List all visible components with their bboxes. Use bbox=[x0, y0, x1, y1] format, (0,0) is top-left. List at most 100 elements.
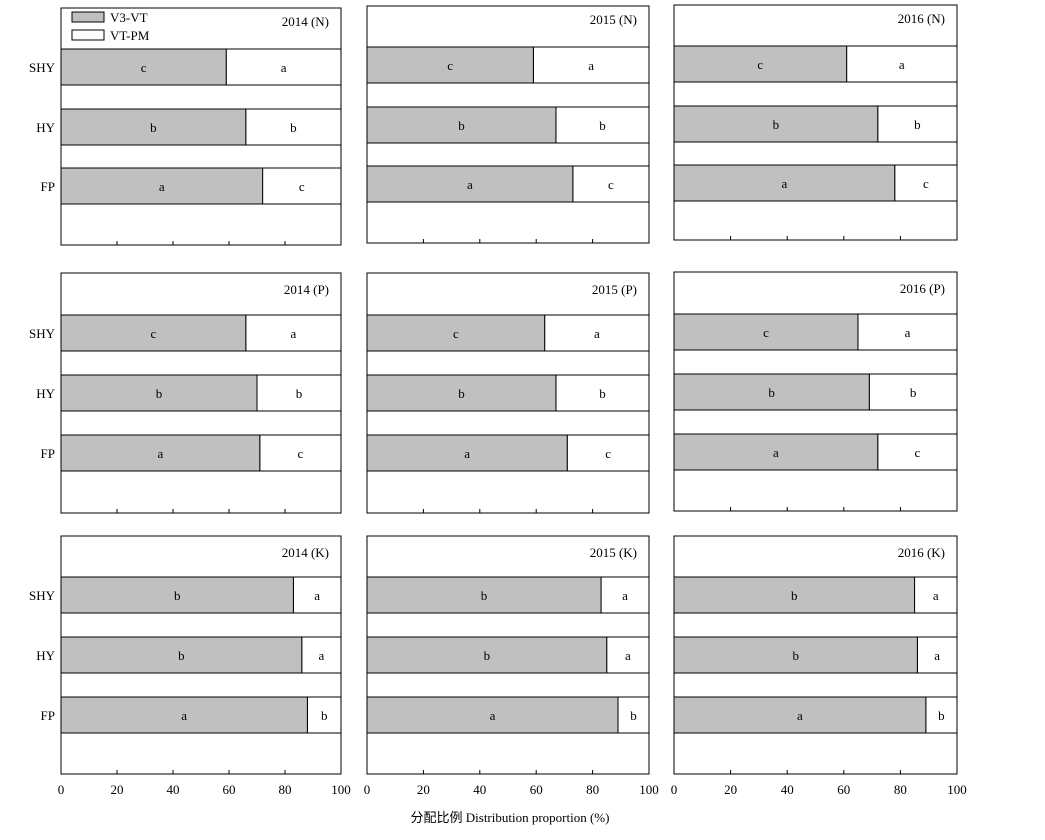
panel-2016-k: 2016 (K) b a b a a b 0 20 40 60 80 100 bbox=[671, 535, 967, 797]
panel-2016-n-letter-vt-pm-shy: a bbox=[899, 57, 905, 72]
panel-2014-k-letter-vt-pm-hy: a bbox=[319, 648, 325, 663]
panel-2015-n-letter-vt-pm-shy: a bbox=[588, 58, 594, 73]
panel-2015-n-letter-vt-pm-fp: c bbox=[608, 177, 614, 192]
panel-2015-n-title: 2015 (N) bbox=[590, 12, 637, 27]
panel-2014-n-bar-v3-vt-fp bbox=[60, 167, 264, 205]
legend-label-v3-vt: V3-VT bbox=[110, 10, 148, 25]
panel-2016-p-letter-vt-pm-hy: b bbox=[910, 385, 917, 400]
panel-2014-n-letter-v3-vt-fp: a bbox=[159, 179, 165, 194]
panel-2015-p-letter-v3-vt-shy: c bbox=[453, 326, 459, 341]
panel-2016-k-xtick-label-40: 40 bbox=[781, 782, 794, 797]
panel-2014-k-bar-v3-vt-shy bbox=[60, 576, 294, 614]
panel-2015-k-xtick-label-0: 0 bbox=[364, 782, 371, 797]
x-axis-label: 分配比例 Distribution proportion (%) bbox=[411, 810, 610, 825]
panel-2016-k-xtick-label-80: 80 bbox=[894, 782, 907, 797]
legend-label-vt-pm: VT-PM bbox=[110, 28, 150, 43]
panel-2015-k-letter-v3-vt-hy: b bbox=[484, 648, 491, 663]
panel-2015-n-letter-v3-vt-shy: c bbox=[447, 58, 453, 73]
panel-2014-k-xtick-label-100: 100 bbox=[331, 782, 351, 797]
panel-2016-k-xtick-label-0: 0 bbox=[671, 782, 678, 797]
panel-2016-k-letter-v3-vt-fp: a bbox=[797, 708, 803, 723]
panel-2016-n-letter-vt-pm-fp: c bbox=[923, 176, 929, 191]
panel-2014-n-bar-v3-vt-shy bbox=[60, 48, 227, 86]
panel-2016-n-bar-vt-pm-shy bbox=[846, 45, 958, 83]
panel-2014-k-title: 2014 (K) bbox=[282, 545, 329, 560]
panel-2016-n-bar-vt-pm-hy bbox=[877, 105, 958, 143]
category-label-fp-row-2: FP bbox=[41, 446, 55, 461]
panel-2016-n-letter-vt-pm-hy: b bbox=[914, 117, 921, 132]
panel-2014-p-bar-vt-pm-hy bbox=[256, 374, 342, 412]
panel-2016-k-letter-vt-pm-hy: a bbox=[934, 648, 940, 663]
panel-2015-n-bar-vt-pm-hy bbox=[555, 106, 650, 144]
panel-2015-p-letter-vt-pm-hy: b bbox=[599, 386, 606, 401]
panel-2015-p-letter-v3-vt-fp: a bbox=[464, 446, 470, 461]
panel-2014-p-letter-v3-vt-hy: b bbox=[156, 386, 163, 401]
panel-2016-n: 2016 (N) c a b b a c bbox=[673, 4, 958, 241]
panel-2015-k-xtick-label-20: 20 bbox=[417, 782, 430, 797]
panel-2014-n-letter-vt-pm-shy: a bbox=[281, 60, 287, 75]
category-label-shy-row-2: SHY bbox=[29, 326, 56, 341]
panel-2015-n: 2015 (N) c a b b a c bbox=[366, 5, 650, 244]
panel-2014-p-letter-vt-pm-fp: c bbox=[298, 446, 304, 461]
panel-2016-k-xtick-label-20: 20 bbox=[724, 782, 737, 797]
panel-2016-n-letter-v3-vt-fp: a bbox=[781, 176, 787, 191]
panel-2015-k-letter-vt-pm-shy: a bbox=[622, 588, 628, 603]
panel-2014-n-letter-v3-vt-shy: c bbox=[141, 60, 147, 75]
panel-2014-n-letter-v3-vt-hy: b bbox=[150, 120, 157, 135]
panel-2014-n-letter-vt-pm-hy: b bbox=[290, 120, 297, 135]
panel-2015-k-bar-v3-vt-fp bbox=[366, 696, 619, 734]
panel-2014-k-xtick-label-80: 80 bbox=[279, 782, 292, 797]
category-label-shy-row-3: SHY bbox=[29, 588, 56, 603]
panel-2016-p-title: 2016 (P) bbox=[900, 281, 945, 296]
panel-2016-k-letter-v3-vt-hy: b bbox=[792, 648, 799, 663]
panel-2014-p-letter-vt-pm-hy: b bbox=[296, 386, 303, 401]
panel-2014-p-bar-vt-pm-shy bbox=[245, 314, 342, 352]
panel-2014-k-letter-v3-vt-shy: b bbox=[174, 588, 181, 603]
panel-2016-k-title: 2016 (K) bbox=[898, 545, 945, 560]
panel-2015-k-xtick-label-80: 80 bbox=[586, 782, 599, 797]
panel-2016-p-bar-vt-pm-shy bbox=[857, 313, 958, 351]
panel-2016-k-letter-v3-vt-shy: b bbox=[791, 588, 798, 603]
panel-2014-k-letter-v3-vt-hy: b bbox=[178, 648, 185, 663]
panel-2014-k-bar-v3-vt-fp bbox=[60, 696, 308, 734]
panel-2016-k-letter-vt-pm-fp: b bbox=[938, 708, 945, 723]
panel-2016-k-bar-vt-pm-hy bbox=[916, 636, 958, 674]
panel-2016-k-xtick-label-60: 60 bbox=[837, 782, 850, 797]
panel-2015-p-bar-v3-vt-shy bbox=[366, 314, 546, 352]
panel-2016-p-letter-vt-pm-shy: a bbox=[905, 325, 911, 340]
panel-2016-p-bar-v3-vt-hy bbox=[673, 373, 870, 411]
panel-2015-n-letter-v3-vt-hy: b bbox=[458, 118, 465, 133]
panel-2015-p-letter-v3-vt-hy: b bbox=[458, 386, 465, 401]
panel-2016-p-letter-v3-vt-fp: a bbox=[773, 445, 779, 460]
panel-2015-p-bar-v3-vt-hy bbox=[366, 374, 557, 412]
panel-2016-n-letter-v3-vt-hy: b bbox=[773, 117, 780, 132]
panel-2015-k-xtick-label-60: 60 bbox=[530, 782, 543, 797]
category-label-shy-row-1: SHY bbox=[29, 60, 56, 75]
panel-2014-k-xtick-label-60: 60 bbox=[223, 782, 236, 797]
panel-2015-k-title: 2015 (K) bbox=[590, 545, 637, 560]
category-label-fp-row-3: FP bbox=[41, 708, 55, 723]
panel-2015-p: 2015 (P) c a b b a c bbox=[366, 272, 650, 514]
panel-2015-p-bar-vt-pm-shy bbox=[544, 314, 650, 352]
panel-2015-n-letter-vt-pm-hy: b bbox=[599, 118, 606, 133]
category-label-hy-row-1: HY bbox=[36, 120, 55, 135]
panel-2015-k-bar-v3-vt-hy bbox=[366, 636, 608, 674]
category-label-hy-row-3: HY bbox=[36, 648, 55, 663]
panel-2014-p-letter-vt-pm-shy: a bbox=[291, 326, 297, 341]
panel-2014-k-letter-v3-vt-fp: a bbox=[181, 708, 187, 723]
category-label-hy-row-2: HY bbox=[36, 386, 55, 401]
panel-2014-p-bar-v3-vt-fp bbox=[60, 434, 261, 472]
panel-2014-k-xtick-label-20: 20 bbox=[111, 782, 124, 797]
panel-2016-n-letter-v3-vt-shy: c bbox=[757, 57, 763, 72]
panel-2014-n-bar-vt-pm-hy bbox=[245, 108, 342, 146]
panel-2014-p-letter-v3-vt-fp: a bbox=[158, 446, 164, 461]
panel-2015-n-bar-v3-vt-hy bbox=[366, 106, 557, 144]
panel-2016-k-letter-vt-pm-shy: a bbox=[933, 588, 939, 603]
legend: V3-VT VT-PM bbox=[71, 10, 150, 43]
panel-2015-k-xtick-label-100: 100 bbox=[639, 782, 659, 797]
panel-2016-k-bar-v3-vt-fp bbox=[673, 696, 927, 734]
panel-2014-k-xtick-label-40: 40 bbox=[167, 782, 180, 797]
panel-2015-k-letter-vt-pm-fp: b bbox=[630, 708, 637, 723]
